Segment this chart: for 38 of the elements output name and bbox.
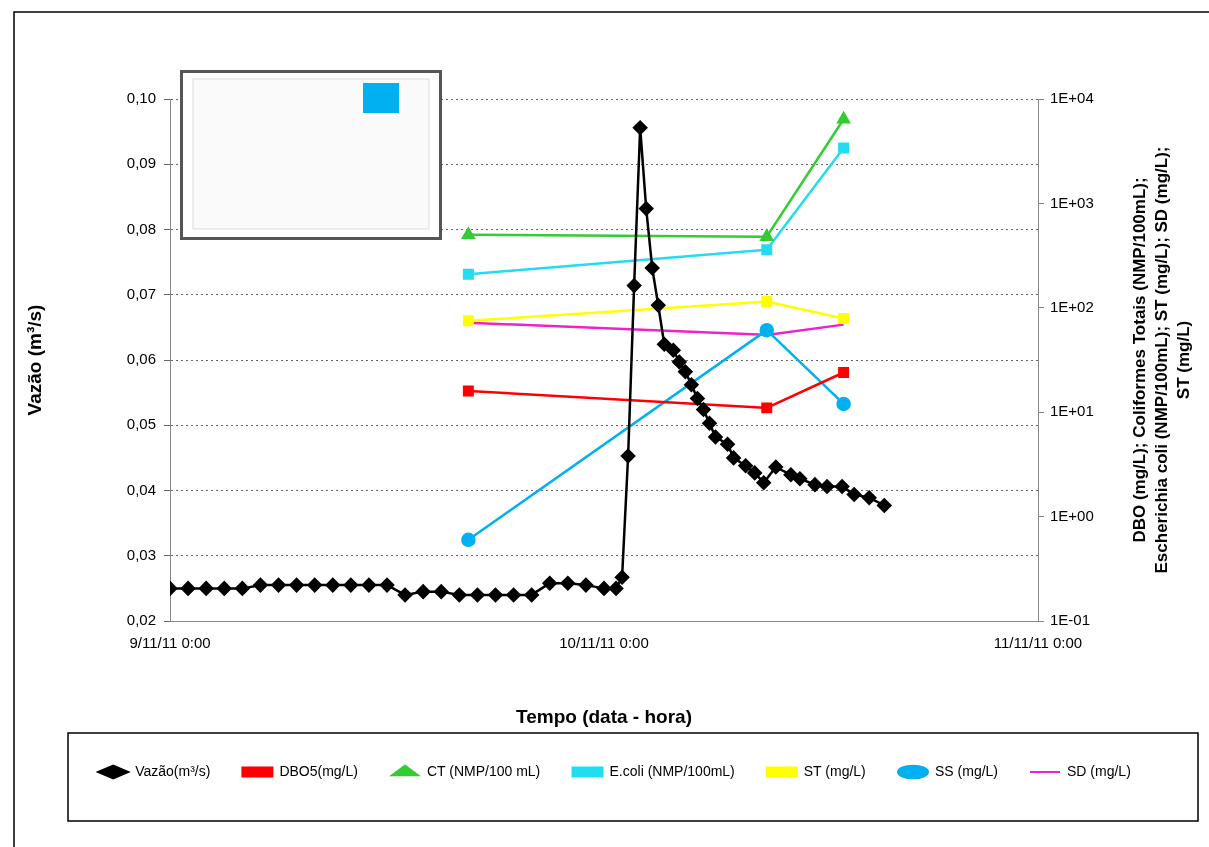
y-tick-label: 0,08 bbox=[126, 219, 156, 237]
legend-label: DBO5(mg/L) bbox=[279, 762, 358, 779]
y2-tick-label: 1E-01 bbox=[1050, 611, 1091, 629]
point bbox=[836, 396, 851, 412]
point bbox=[837, 111, 851, 124]
point bbox=[462, 385, 474, 397]
y-tick-label: 0,04 bbox=[126, 480, 156, 498]
legend-label: Vazão(m³/s) bbox=[135, 762, 211, 779]
y2-tick-label: 1E+00 bbox=[1050, 506, 1094, 524]
point bbox=[462, 268, 474, 280]
x-tick-label: 11/11/11 0:00 bbox=[993, 634, 1083, 652]
y-tick-label: 0,05 bbox=[126, 415, 156, 433]
x-tick-label: 9/11/11 0:00 bbox=[129, 634, 211, 652]
y-tick-label: 0,03 bbox=[126, 545, 156, 563]
y-tick-label: 0,10 bbox=[126, 89, 156, 107]
legend-label: SD (mg/L) bbox=[1067, 762, 1131, 779]
y2-tick-label: 1E+01 bbox=[1050, 402, 1094, 420]
point bbox=[461, 227, 475, 240]
y2-tick-label: 1E+02 bbox=[1050, 297, 1094, 315]
y-axis-title: Vazão (m³/s) bbox=[23, 304, 45, 416]
legend-label: E.coli (NMP/100mL) bbox=[609, 762, 735, 779]
y2-tick-label: 1E+04 bbox=[1050, 89, 1094, 107]
y-tick-label: 0,09 bbox=[126, 154, 156, 172]
legend-label: ST (mg/L) bbox=[803, 762, 866, 779]
point bbox=[462, 315, 474, 327]
point bbox=[838, 142, 850, 154]
y2-axis-title: DBO (mg/L); Coliformes Totais (NMP/100mL); Escherichia coli (NMP/100mL); ST (mg/L); SD (mg/L); ST (mg/L) bbox=[1129, 146, 1193, 574]
point bbox=[461, 532, 476, 548]
legend-label: CT (NMP/100 mL) bbox=[426, 762, 541, 779]
y-tick-label: 0,02 bbox=[126, 611, 156, 629]
point bbox=[838, 313, 850, 324]
point bbox=[838, 367, 850, 378]
x-axis-title: Tempo (data - hora) bbox=[516, 705, 692, 727]
y-tick-label: 0,07 bbox=[126, 284, 156, 302]
legend-label: SS (mg/L) bbox=[935, 762, 999, 779]
y2-tick-label: 1E+03 bbox=[1050, 193, 1094, 211]
x-tick-label: 10/11/11 0:00 bbox=[559, 634, 649, 652]
y-tick-label: 0,06 bbox=[126, 350, 156, 368]
